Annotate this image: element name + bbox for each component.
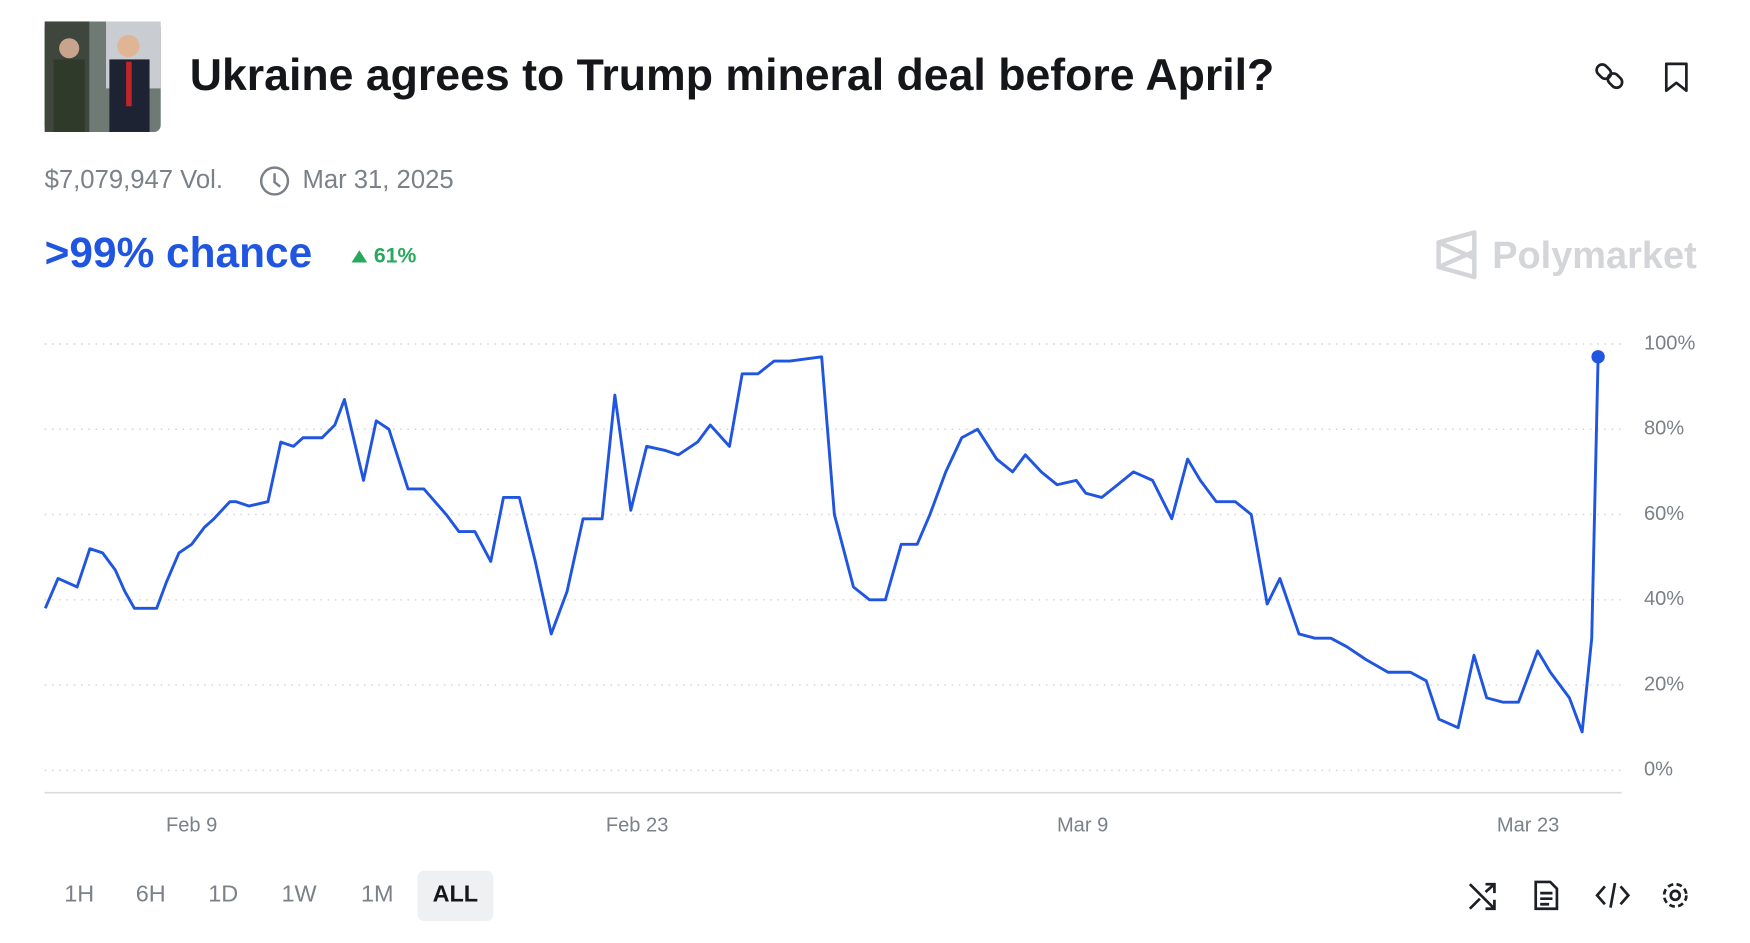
y-tick-label: 20% (1644, 673, 1684, 695)
time-range-button[interactable]: 1M (361, 881, 394, 907)
x-tick-label: Feb 23 (606, 814, 669, 836)
time-range-button[interactable]: 1H (64, 881, 94, 907)
x-tick-label: Feb 9 (166, 814, 217, 836)
time-range-button[interactable]: ALL (433, 881, 479, 907)
price-line (43, 355, 1600, 734)
y-tick-label: 0% (1644, 759, 1673, 781)
y-tick-label: 60% (1644, 503, 1684, 525)
y-tick-label: 80% (1644, 418, 1684, 440)
up-arrow (351, 250, 368, 263)
latest-point (1591, 350, 1605, 364)
time-range-button[interactable]: 6H (136, 881, 166, 907)
chance: >99% chance (45, 229, 313, 276)
x-tick-label: Mar 23 (1497, 814, 1560, 836)
market-title: Ukraine agrees to Trump mineral deal bef… (190, 51, 1275, 100)
y-tick-label: 100% (1644, 332, 1695, 354)
time-range-button[interactable]: 1D (208, 881, 238, 907)
shuffle-button[interactable] (1468, 882, 1496, 911)
y-tick-label: 40% (1644, 588, 1684, 610)
volume: $7,079,947 Vol. (45, 166, 223, 194)
clock-icon (259, 166, 290, 196)
time-range-button[interactable]: 1W (282, 881, 318, 907)
bookmark-button[interactable] (1664, 62, 1688, 92)
brand: Polymarket (1492, 235, 1697, 277)
link-button[interactable] (1594, 62, 1624, 90)
range-selected-bg (417, 870, 494, 922)
embed-button[interactable] (1595, 882, 1631, 908)
chance-change: 61% (374, 245, 417, 268)
x-tick-label: Mar 9 (1057, 814, 1108, 836)
brand-logo (1436, 230, 1477, 280)
settings-button[interactable] (1662, 882, 1688, 908)
thumbnail (44, 21, 161, 132)
document-button[interactable] (1534, 880, 1559, 911)
end-date: Mar 31, 2025 (302, 166, 453, 194)
